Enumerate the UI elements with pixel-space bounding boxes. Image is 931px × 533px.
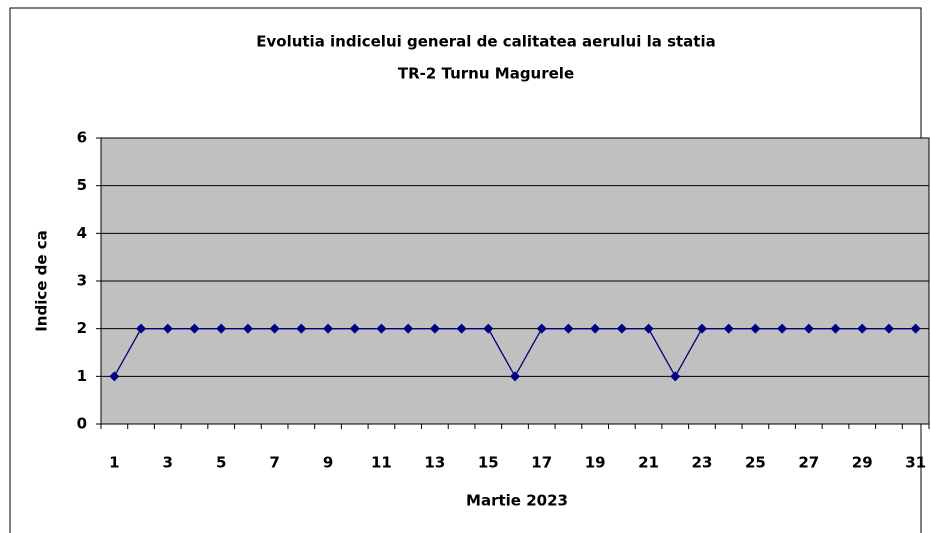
marker (456, 323, 467, 334)
marker (723, 323, 734, 334)
x-tick-label: 13 (424, 454, 445, 472)
y-tick-label: 2 (77, 319, 87, 337)
marker (670, 371, 681, 382)
marker (483, 323, 494, 334)
x-tick-label: 1 (109, 454, 119, 472)
x-tick-label: 25 (745, 454, 766, 472)
x-tick-label: 31 (905, 454, 926, 472)
x-tick-label: 29 (852, 454, 873, 472)
x-tick-label: 17 (531, 454, 552, 472)
marker (750, 323, 761, 334)
marker (777, 323, 788, 334)
marker (296, 323, 307, 334)
marker (803, 323, 814, 334)
marker (857, 323, 868, 334)
marker (349, 323, 360, 334)
chart-title: Evolutia indicelui general de calitatea … (256, 33, 716, 51)
marker (242, 323, 253, 334)
x-tick-label: 7 (269, 454, 279, 472)
chart-title: TR-2 Turnu Magurele (398, 65, 574, 83)
x-tick-label: 21 (638, 454, 659, 472)
marker (696, 323, 707, 334)
x-tick-label: 3 (163, 454, 173, 472)
marker (189, 323, 200, 334)
y-tick-label: 1 (77, 367, 87, 385)
marker (910, 323, 921, 334)
marker (643, 323, 654, 334)
marker (590, 323, 601, 334)
x-axis-title: Martie 2023 (466, 492, 568, 510)
marker (216, 323, 227, 334)
x-tick-label: 9 (323, 454, 333, 472)
y-tick-label: 6 (77, 129, 87, 147)
marker (616, 323, 627, 334)
y-axis-title: Indice de ca (33, 230, 51, 332)
y-tick-label: 4 (77, 224, 87, 242)
x-tick-label: 5 (216, 454, 226, 472)
marker (162, 323, 173, 334)
marker (269, 323, 280, 334)
y-tick-label: 3 (77, 272, 87, 290)
x-tick-label: 23 (692, 454, 713, 472)
x-tick-label: 15 (478, 454, 499, 472)
marker (109, 371, 120, 382)
y-tick-label: 0 (77, 415, 87, 433)
y-tick-label: 5 (77, 176, 87, 194)
marker (536, 323, 547, 334)
marker (376, 323, 387, 334)
marker (830, 323, 841, 334)
x-tick-label: 11 (371, 454, 392, 472)
marker (136, 323, 147, 334)
marker (563, 323, 574, 334)
x-tick-label: 27 (798, 454, 819, 472)
x-tick-label: 19 (585, 454, 606, 472)
marker (403, 323, 414, 334)
marker (323, 323, 334, 334)
marker (883, 323, 894, 334)
marker (429, 323, 440, 334)
marker (510, 371, 520, 382)
